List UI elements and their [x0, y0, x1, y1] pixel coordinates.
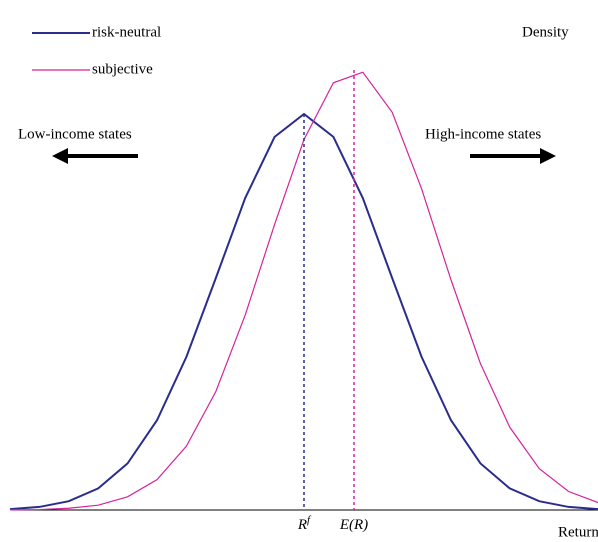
marker-label-sup: f	[307, 514, 312, 526]
legend-label: subjective	[92, 61, 153, 77]
marker-label: Rf	[297, 514, 312, 534]
legend-label: risk-neutral	[92, 24, 161, 40]
density-line	[9, 112, 598, 511]
marker-label-text: E(R)	[339, 517, 368, 533]
marker-label-text: R	[297, 517, 307, 533]
marker-label: E(R)	[339, 517, 368, 533]
annotation: Low-income states	[18, 126, 132, 142]
y-axis-label: Density	[522, 24, 569, 40]
annotation: High-income states	[425, 126, 541, 142]
x-axis-label: Return	[558, 524, 598, 540]
